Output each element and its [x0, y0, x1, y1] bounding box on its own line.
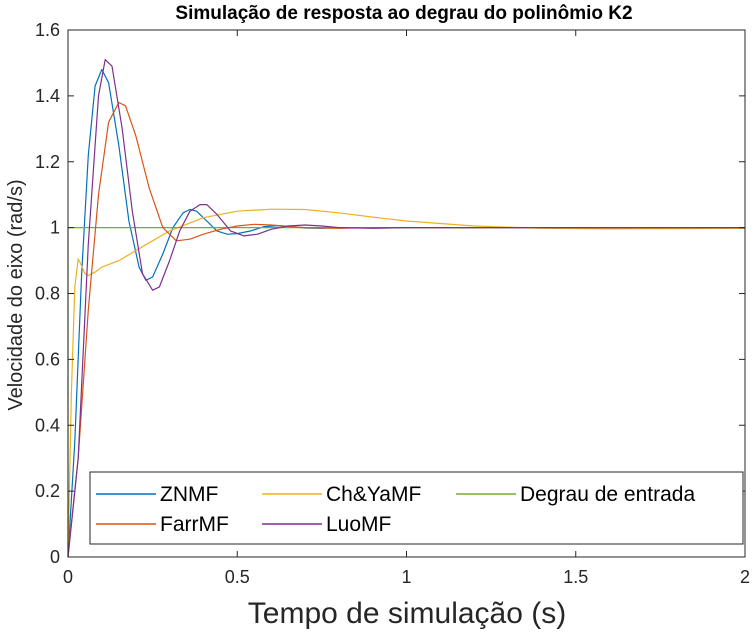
legend: ZNMF Ch&YaMF Degrau de entrada FarrMF LuoMF — [89, 471, 744, 545]
x-tick-label: 1.5 — [563, 567, 588, 587]
y-tick-label: 0 — [50, 547, 60, 567]
y-tick-label: 0.8 — [35, 284, 60, 304]
x-tick-label: 0 — [63, 567, 73, 587]
plot-area — [68, 30, 745, 557]
legend-entry-label: Ch&YaMF — [326, 483, 421, 506]
legend-entry-label: Degrau de entrada — [520, 483, 695, 506]
y-tick-label: 0.6 — [35, 349, 60, 369]
legend-entry-label: ZNMF — [160, 483, 218, 506]
y-tick-label: 1.2 — [35, 152, 60, 172]
y-tick-label: 1 — [50, 218, 60, 238]
x-tick-label: 2 — [740, 567, 750, 587]
plot-background — [68, 30, 745, 557]
y-axis-label: Velocidade do eixo (rad/s) — [5, 179, 27, 410]
y-tick-label: 0.2 — [35, 481, 60, 501]
legend-entry-label: LuoMF — [326, 513, 391, 536]
axes-layer: 0 0.5 1 1.5 2 0 0.2 0.4 0.6 0.8 1 1.2 1.4 1.6 — [35, 20, 750, 587]
legend-box — [89, 471, 744, 545]
y-tick-label: 1.6 — [35, 20, 60, 40]
x-axis-label: Tempo de simulação (s) — [248, 597, 566, 630]
y-tick-label: 0.4 — [35, 415, 60, 435]
chart-title: Simulação de resposta ao degrau do polin… — [175, 3, 632, 24]
x-tick-label: 0.5 — [225, 567, 250, 587]
x-tick-label: 1 — [401, 567, 411, 587]
legend-entry-label: FarrMF — [160, 513, 229, 536]
y-tick-label: 1.4 — [35, 86, 60, 106]
series-line-luomf — [67, 58, 745, 558]
